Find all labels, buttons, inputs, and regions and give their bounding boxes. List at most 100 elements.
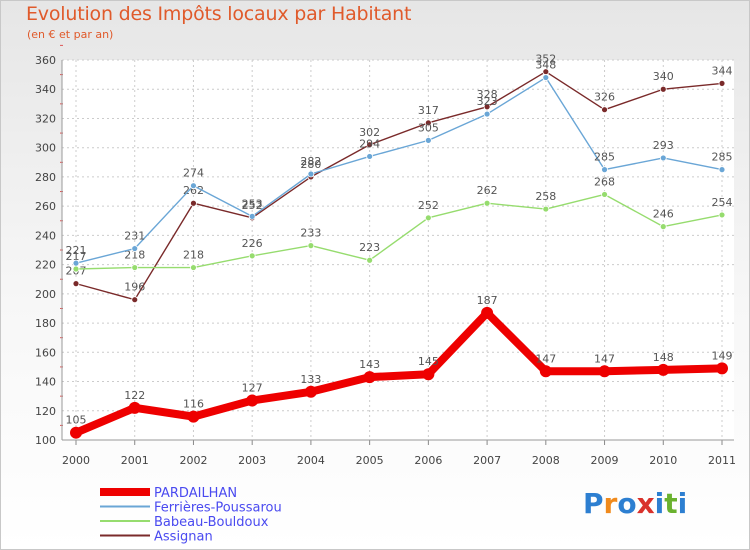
y-tick-label: 120 — [35, 405, 56, 418]
data-label: 305 — [418, 121, 439, 134]
data-label: 352 — [535, 53, 556, 66]
data-label: 127 — [242, 382, 263, 395]
data-label: 218 — [124, 249, 145, 262]
x-tick-label: 2006 — [414, 454, 442, 467]
data-point — [483, 103, 491, 111]
data-point — [598, 365, 611, 378]
data-point — [190, 199, 197, 207]
data-point — [422, 368, 435, 381]
data-point — [131, 296, 139, 304]
data-label: 274 — [183, 167, 204, 180]
data-label: 254 — [712, 196, 733, 209]
data-point — [128, 401, 141, 414]
data-point — [424, 119, 432, 127]
legend-label: Ferrières-Poussarou — [154, 501, 282, 516]
data-label: 293 — [653, 139, 674, 152]
data-point — [539, 365, 552, 378]
data-label: 116 — [183, 398, 204, 411]
y-tick-label: 320 — [35, 112, 56, 125]
data-point — [190, 264, 197, 271]
data-point — [190, 182, 197, 190]
data-label: 328 — [477, 88, 498, 101]
data-label: 148 — [653, 351, 674, 364]
logo-letter: x — [636, 487, 655, 520]
x-tick-label: 2011 — [708, 454, 736, 467]
data-point — [366, 256, 374, 264]
x-tick-label: 2010 — [649, 454, 677, 467]
data-label: 340 — [653, 70, 674, 83]
data-label: 217 — [66, 250, 87, 263]
data-point — [424, 136, 432, 144]
data-point — [601, 166, 608, 174]
series-line-babeau-bouldoux — [75, 193, 723, 270]
data-label: 253 — [242, 197, 263, 210]
x-tick-label: 2000 — [62, 454, 90, 467]
y-tick-label: 180 — [35, 317, 56, 330]
y-tick-label: 100 — [35, 434, 56, 447]
y-tick-label: 300 — [35, 142, 56, 155]
logo-letter: o — [617, 487, 637, 520]
data-point — [131, 264, 139, 271]
data-point — [424, 214, 432, 222]
data-label: 196 — [124, 281, 145, 294]
data-label: 252 — [418, 199, 439, 212]
data-label: 226 — [242, 237, 263, 250]
logo-letter: t — [664, 487, 678, 520]
series-line-ferri-res-poussarou — [75, 76, 723, 264]
data-label: 348 — [535, 59, 556, 72]
data-point — [483, 110, 491, 118]
data-label: 149 — [712, 349, 733, 362]
data-point — [72, 259, 80, 267]
data-label: 147 — [594, 352, 615, 365]
data-point — [72, 265, 80, 273]
y-tick-label: 140 — [35, 376, 56, 389]
data-label: 280 — [300, 158, 321, 171]
data-point — [307, 242, 315, 250]
data-label: 268 — [594, 175, 615, 188]
series-line-pardailhan — [72, 308, 726, 437]
x-tick-label: 2005 — [356, 454, 384, 467]
legend-label: Assignan — [154, 530, 213, 545]
data-label: 246 — [653, 208, 674, 221]
data-label: 221 — [66, 244, 87, 257]
data-label: 231 — [124, 230, 145, 243]
data-label: 218 — [183, 249, 204, 262]
data-point — [659, 223, 667, 231]
data-label: 262 — [477, 184, 498, 197]
data-point — [601, 106, 608, 114]
data-label: 223 — [359, 241, 380, 254]
data-point — [483, 199, 491, 207]
data-label: 285 — [594, 151, 615, 164]
data-point — [366, 153, 374, 160]
data-label: 285 — [712, 151, 733, 164]
y-tick-label: 340 — [35, 83, 56, 96]
data-label: 133 — [300, 373, 321, 386]
y-tick-label: 280 — [35, 171, 56, 184]
y-tick-label: 240 — [35, 229, 56, 242]
data-point — [718, 211, 726, 219]
data-point — [304, 385, 317, 398]
x-tick-label: 2007 — [473, 454, 501, 467]
data-label: 326 — [594, 91, 615, 104]
x-tick-label: 2002 — [179, 454, 207, 467]
data-point — [246, 394, 259, 407]
x-tick-label: 2009 — [591, 454, 619, 467]
data-label: 262 — [183, 184, 204, 197]
data-label: 143 — [359, 358, 380, 371]
logo-letter: P — [583, 487, 604, 520]
data-label: 122 — [124, 389, 145, 402]
data-point — [481, 306, 494, 319]
data-label: 233 — [300, 227, 321, 240]
data-label: 317 — [418, 104, 439, 117]
y-tick-label: 200 — [35, 288, 56, 301]
data-point — [248, 212, 256, 220]
plot-area — [62, 60, 734, 440]
data-point — [187, 410, 200, 423]
chart-title: Evolution des Impôts locaux par Habitant — [26, 3, 412, 25]
legend-label: Babeau-Bouldoux — [154, 515, 269, 530]
data-point — [659, 154, 667, 162]
data-point — [363, 371, 376, 384]
data-label: 145 — [418, 355, 439, 368]
data-label: 252 — [242, 199, 263, 212]
